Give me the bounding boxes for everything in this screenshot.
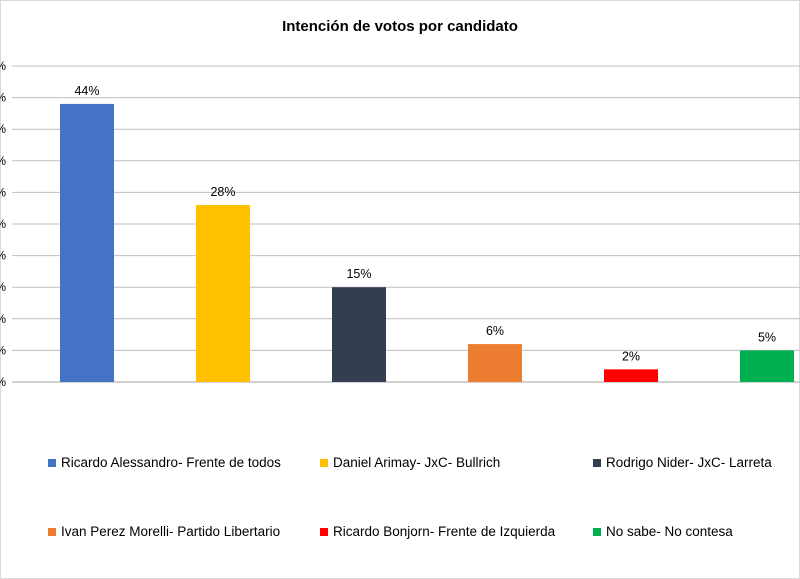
y-tick-label: % [0, 154, 6, 168]
y-tick-labels: %%%%%%%%%%% [0, 59, 6, 389]
bars [60, 103, 794, 383]
y-tick-label: % [0, 217, 6, 231]
data-label: 6% [486, 324, 504, 338]
y-tick-label: % [0, 122, 6, 136]
chart-title: Intención de votos por candidato [282, 18, 518, 35]
gridlines [12, 65, 800, 383]
y-tick-label: % [0, 249, 6, 263]
data-label: 2% [622, 349, 640, 363]
data-label: 15% [346, 267, 371, 281]
bar [604, 369, 658, 382]
bar [196, 205, 250, 382]
y-tick-label: % [0, 185, 6, 199]
data-label: 28% [210, 185, 235, 199]
y-tick-label: % [0, 59, 6, 73]
y-tick-label: % [0, 343, 6, 357]
bar [332, 287, 386, 382]
bar [468, 344, 522, 382]
y-tick-label: % [0, 280, 6, 294]
data-labels: 44% 28% 15% 6% 2% 5% [74, 84, 776, 363]
data-label: 5% [758, 330, 776, 344]
data-label: 44% [74, 84, 99, 98]
y-tick-label: % [0, 312, 6, 326]
bar [60, 103, 114, 383]
y-tick-label: % [0, 375, 6, 389]
bar [740, 350, 794, 382]
y-tick-label: % [0, 91, 6, 105]
